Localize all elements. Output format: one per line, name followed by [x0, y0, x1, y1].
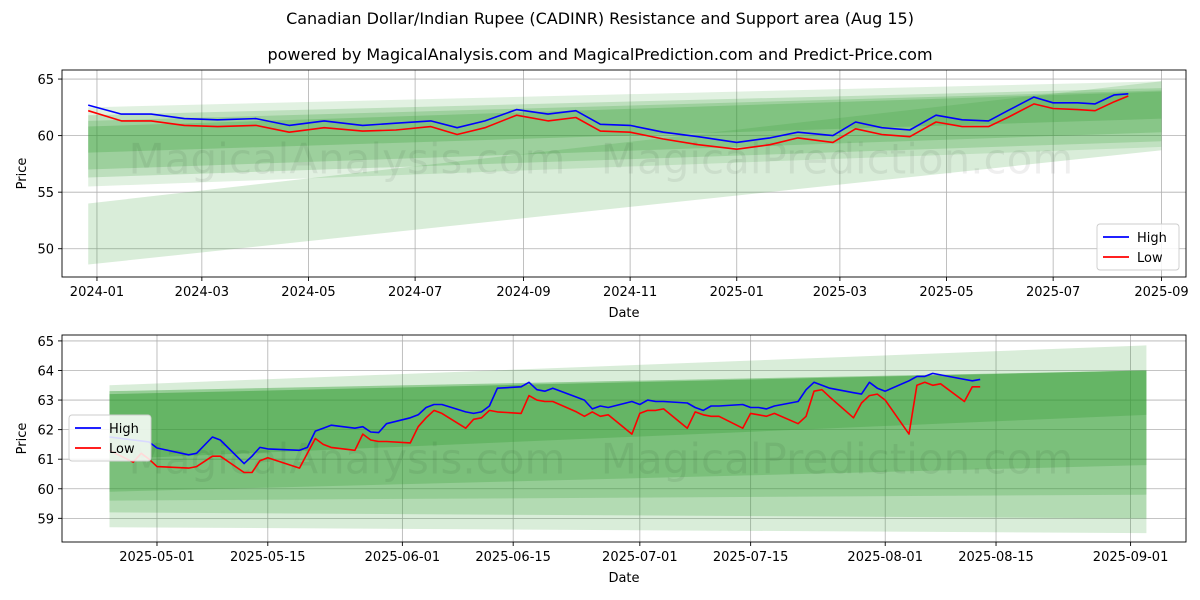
support-resistance-band	[88, 81, 1162, 187]
y-tick-label: 64	[37, 364, 54, 379]
chart-title: Canadian Dollar/Indian Rupee (CADINR) Re…	[286, 9, 914, 28]
x-tick-label: 2025-07-01	[602, 550, 678, 565]
legend: High Low	[68, 414, 152, 462]
y-tick-label: 59	[37, 512, 54, 527]
support-resistance-band	[88, 81, 1162, 265]
x-tick-label: 2025-01	[710, 285, 764, 300]
x-tick-label: 2024-07	[388, 285, 442, 300]
x-tick-label: 2024-11	[603, 285, 657, 300]
y-tick-label: 63	[37, 394, 54, 409]
series-line-low	[87, 95, 1129, 150]
y-axis-label: Price	[15, 158, 30, 190]
series-lines	[87, 93, 1129, 150]
support-resistance-band	[88, 90, 1162, 170]
y-axis-label: Price	[15, 423, 30, 455]
series-line-high	[87, 93, 1129, 144]
y-tick-label: 61	[37, 453, 54, 468]
series-line-high	[109, 372, 981, 465]
x-axis-label: Date	[608, 571, 639, 586]
x-tick-label: 2025-06-15	[475, 550, 551, 565]
legend-box	[68, 414, 152, 462]
x-axis-label: Date	[608, 306, 639, 321]
support-resistance-band	[109, 370, 1147, 460]
watermark-text: MagicalAnalysis.com	[129, 135, 566, 184]
x-tick-label: 2025-09	[1134, 285, 1188, 300]
grid	[62, 70, 1186, 277]
x-tick-label: 2025-03	[813, 285, 867, 300]
series-line-low	[109, 381, 981, 474]
x-tick-label: 2025-05	[919, 285, 973, 300]
y-tick-label: 60	[37, 130, 54, 145]
x-tick-label: 2025-05-15	[230, 550, 306, 565]
legend-label-high: High	[1137, 231, 1167, 246]
x-tick-label: 2024-01	[70, 285, 124, 300]
y-tick-label: 60	[37, 483, 54, 498]
bands	[88, 81, 1162, 265]
y-tick-label: 65	[37, 335, 54, 350]
x-tick-label: 2025-05-01	[119, 550, 195, 565]
support-resistance-band	[109, 370, 1147, 519]
support-resistance-band	[88, 91, 1162, 153]
series-lines	[109, 372, 981, 474]
legend-label-low: Low	[109, 442, 135, 457]
axes-frame	[61, 69, 1187, 278]
x-tick-label: 2024-03	[175, 285, 229, 300]
grid	[62, 335, 1186, 542]
axes-frame	[61, 334, 1187, 543]
legend-label-high: High	[109, 422, 139, 437]
legend: High Low	[1096, 223, 1180, 271]
watermark-text: MagicalPrediction.com	[601, 435, 1074, 484]
chart-panel-1: MagicalAnalysis.com MagicalPrediction.com…	[15, 69, 1189, 321]
x-tick-label: 2025-09-01	[1093, 550, 1169, 565]
x-tick-label: 2025-07-15	[713, 550, 789, 565]
watermark-text: MagicalPrediction.com	[601, 135, 1074, 184]
legend-box	[1096, 223, 1180, 271]
support-resistance-band	[109, 345, 1147, 534]
x-tick-label: 2024-09	[496, 285, 550, 300]
x-tick-label: 2024-05	[281, 285, 335, 300]
x-tick-label: 2025-08-01	[847, 550, 923, 565]
x-tick-label: 2025-08-15	[958, 550, 1034, 565]
y-tick-label: 62	[37, 424, 54, 439]
legend-label-low: Low	[1137, 251, 1163, 266]
watermark-text: MagicalAnalysis.com	[129, 435, 566, 484]
bands	[109, 345, 1147, 534]
x-tick-label: 2025-06-01	[365, 550, 441, 565]
chart-subtitle: powered by MagicalAnalysis.com and Magic…	[267, 45, 933, 64]
y-tick-label: 50	[37, 243, 54, 258]
y-tick-label: 55	[37, 186, 54, 201]
y-tick-label: 65	[37, 73, 54, 88]
x-tick-label: 2025-07	[1026, 285, 1080, 300]
chart-panel-2: MagicalAnalysis.com MagicalPrediction.com…	[15, 334, 1187, 586]
